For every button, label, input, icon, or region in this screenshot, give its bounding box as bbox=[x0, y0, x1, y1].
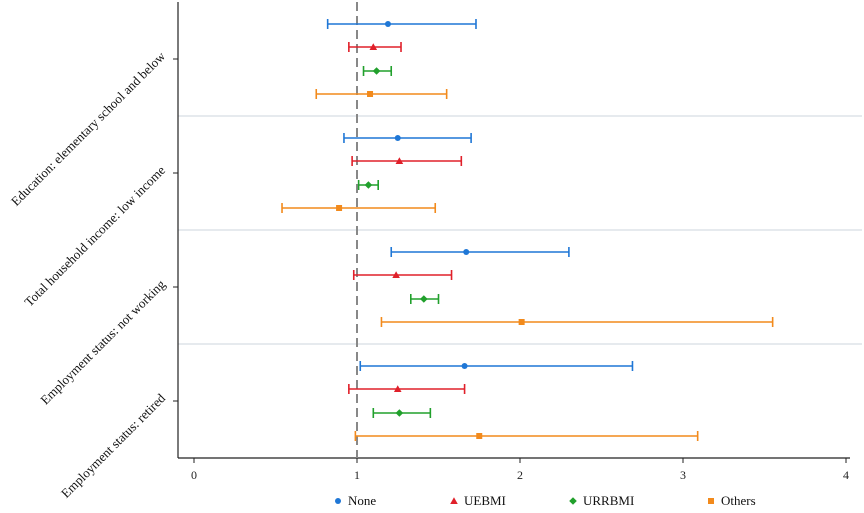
point-estimate bbox=[336, 205, 343, 211]
category-label: Employment status: retired bbox=[58, 390, 169, 501]
point-estimate bbox=[394, 135, 401, 141]
legend-item-urrbmi: URRBMI bbox=[569, 493, 634, 508]
point-estimate bbox=[392, 271, 400, 279]
point-estimate bbox=[364, 181, 373, 189]
series-none bbox=[326, 19, 634, 371]
legend-label: UEBMI bbox=[464, 493, 506, 508]
point-estimate bbox=[463, 249, 470, 255]
point-estimate bbox=[393, 385, 402, 393]
category-label: Employment status: not working bbox=[37, 276, 168, 407]
x-tick-label: 3 bbox=[680, 468, 686, 482]
legend-item-none: None bbox=[335, 493, 376, 508]
point-estimate bbox=[518, 319, 525, 325]
point-estimate bbox=[450, 497, 458, 505]
legend-label: Others bbox=[721, 493, 756, 508]
series-others bbox=[281, 89, 774, 441]
x-tick-label: 0 bbox=[191, 468, 197, 482]
legend-item-others: Others bbox=[708, 493, 756, 508]
point-estimate bbox=[395, 409, 404, 417]
point-estimate bbox=[335, 498, 341, 504]
legend-item-uebmi: UEBMI bbox=[450, 493, 506, 508]
series-uebmi bbox=[348, 42, 466, 394]
legend-label: URRBMI bbox=[583, 493, 634, 508]
point-estimate bbox=[461, 363, 468, 369]
series-urrbmi bbox=[357, 66, 440, 418]
point-estimate bbox=[420, 295, 428, 303]
x-tick-label: 2 bbox=[517, 468, 523, 482]
point-estimate bbox=[476, 433, 483, 439]
point-estimate bbox=[569, 497, 577, 505]
point-estimate bbox=[708, 498, 714, 504]
legend-label: None bbox=[348, 493, 376, 508]
point-estimate bbox=[395, 157, 404, 165]
point-estimate bbox=[384, 21, 391, 27]
point-estimate bbox=[369, 43, 378, 51]
x-tick-label: 1 bbox=[354, 468, 360, 482]
x-tick-label: 4 bbox=[843, 468, 849, 482]
point-estimate bbox=[367, 91, 374, 97]
point-estimate bbox=[372, 67, 381, 75]
